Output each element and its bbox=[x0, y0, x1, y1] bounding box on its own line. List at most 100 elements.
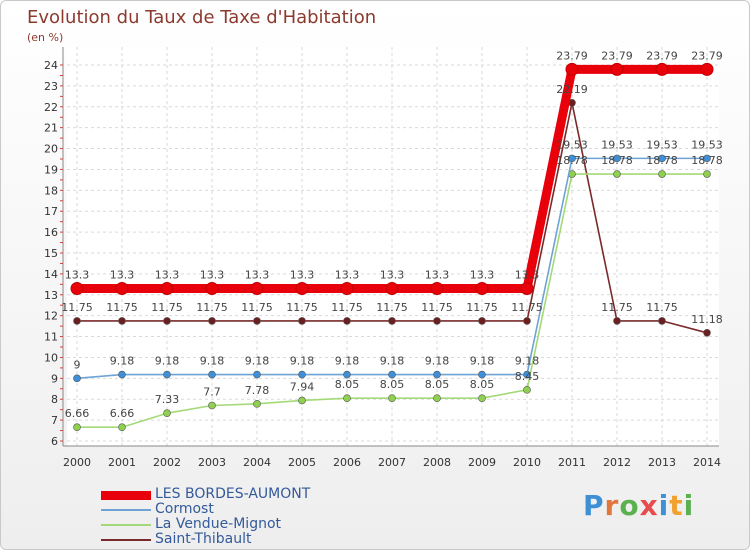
data-label-3: 11.75 bbox=[151, 301, 183, 314]
data-label-3: 11.75 bbox=[241, 301, 273, 314]
series-point-3 bbox=[388, 317, 396, 325]
series-point-0 bbox=[115, 282, 129, 296]
y-tick-label: 23 bbox=[44, 80, 58, 93]
series-point-1 bbox=[658, 154, 666, 163]
data-label-2: 8.05 bbox=[470, 378, 495, 391]
y-tick-label: 13 bbox=[44, 289, 58, 302]
series-point-0 bbox=[430, 282, 444, 296]
series-point-2 bbox=[343, 394, 351, 402]
x-tick-label: 2006 bbox=[333, 456, 361, 469]
data-label-1: 19.53 bbox=[556, 138, 588, 151]
y-tick-label: 11 bbox=[44, 331, 58, 344]
series-point-0 bbox=[565, 62, 579, 76]
y-tick-label: 10 bbox=[44, 351, 58, 364]
data-label-2: 7.94 bbox=[290, 380, 315, 393]
y-tick-label: 17 bbox=[44, 205, 58, 218]
x-tick-label: 2014 bbox=[693, 456, 721, 469]
data-label-3: 22.19 bbox=[556, 83, 588, 96]
data-label-2: 8.05 bbox=[335, 378, 360, 391]
plot-background bbox=[67, 47, 719, 446]
data-label-2: 8.05 bbox=[380, 378, 405, 391]
proxiti-logo: Proxiti bbox=[583, 489, 695, 522]
data-label-2: 6.66 bbox=[110, 407, 135, 420]
series-point-2 bbox=[658, 170, 666, 178]
series-point-3 bbox=[703, 328, 711, 337]
data-label-0: 13.3 bbox=[335, 269, 360, 282]
series-point-2 bbox=[208, 401, 216, 410]
series-point-1 bbox=[568, 154, 576, 163]
legend-label-cormost: Cormost bbox=[155, 501, 214, 517]
data-label-2: 18.78 bbox=[556, 154, 588, 167]
data-label-3: 11.75 bbox=[466, 301, 498, 314]
data-label-0: 13.3 bbox=[380, 269, 405, 282]
y-tick-label: 24 bbox=[44, 59, 58, 72]
series-point-0 bbox=[250, 282, 264, 296]
series-point-1 bbox=[613, 154, 621, 163]
data-label-2: 8.45 bbox=[515, 370, 540, 383]
y-tick-label: 21 bbox=[44, 122, 58, 135]
series-point-3 bbox=[73, 317, 81, 325]
data-label-3: 11.75 bbox=[511, 301, 543, 314]
data-label-3: 11.75 bbox=[601, 301, 633, 314]
series-point-2 bbox=[703, 170, 711, 178]
data-label-2: 18.78 bbox=[646, 154, 678, 167]
series-point-2 bbox=[253, 400, 261, 408]
legend-label-saint-thibault: Saint-Thibault bbox=[155, 531, 252, 547]
legend-swatch-saint-thibault bbox=[101, 539, 151, 541]
data-label-3: 11.75 bbox=[61, 301, 93, 314]
series-point-3 bbox=[343, 317, 351, 325]
y-tick-label: 16 bbox=[44, 226, 58, 239]
data-label-1: 19.53 bbox=[601, 138, 633, 151]
series-point-0 bbox=[385, 282, 399, 296]
series-point-0 bbox=[655, 62, 669, 76]
data-label-3: 11.75 bbox=[286, 301, 318, 314]
series-point-0 bbox=[205, 282, 219, 296]
series-point-3 bbox=[658, 317, 666, 325]
series-point-3 bbox=[118, 317, 126, 325]
series-point-3 bbox=[523, 317, 531, 325]
series-point-0 bbox=[520, 282, 534, 296]
series-point-1 bbox=[118, 370, 126, 379]
legend-label-la-vendue-mignot: La Vendue-Mignot bbox=[155, 516, 282, 532]
data-label-2: 8.05 bbox=[425, 378, 450, 391]
data-label-2: 6.66 bbox=[65, 407, 90, 420]
series-point-0 bbox=[475, 282, 489, 296]
series-point-2 bbox=[118, 423, 126, 432]
x-tick-label: 2011 bbox=[558, 456, 586, 469]
series-point-2 bbox=[73, 423, 81, 432]
x-tick-label: 2000 bbox=[63, 456, 91, 469]
data-label-0: 13.3 bbox=[290, 269, 315, 282]
series-point-1 bbox=[388, 370, 396, 379]
x-tick-label: 2010 bbox=[513, 456, 541, 469]
data-label-1: 9.18 bbox=[245, 355, 270, 368]
x-tick-label: 2007 bbox=[378, 456, 406, 469]
y-axis-unit-label: (en %) bbox=[27, 31, 64, 44]
data-label-0: 13.3 bbox=[155, 269, 180, 282]
data-label-2: 7.78 bbox=[245, 384, 270, 397]
data-label-0: 13.3 bbox=[425, 269, 450, 282]
data-label-1: 9 bbox=[74, 358, 81, 371]
series-point-1 bbox=[343, 370, 351, 379]
data-label-3: 11.75 bbox=[331, 301, 363, 314]
data-label-3: 11.18 bbox=[691, 313, 723, 326]
series-point-2 bbox=[613, 170, 621, 178]
data-label-1: 9.18 bbox=[290, 355, 315, 368]
data-label-1: 9.18 bbox=[335, 355, 360, 368]
data-label-0: 13.3 bbox=[110, 269, 135, 282]
data-label-0: 13.3 bbox=[470, 269, 495, 282]
series-point-2 bbox=[163, 409, 171, 418]
series-point-3 bbox=[163, 317, 171, 325]
series-point-3 bbox=[253, 317, 261, 325]
data-label-1: 9.18 bbox=[515, 355, 540, 368]
data-label-2: 18.78 bbox=[601, 154, 633, 167]
y-tick-label: 15 bbox=[44, 247, 58, 260]
series-point-2 bbox=[523, 386, 531, 394]
series-point-0 bbox=[700, 62, 714, 76]
x-tick-label: 2013 bbox=[648, 456, 676, 469]
series-point-3 bbox=[208, 317, 216, 325]
x-tick-label: 2009 bbox=[468, 456, 496, 469]
y-tick-label: 8 bbox=[51, 393, 58, 406]
data-label-2: 18.78 bbox=[691, 154, 723, 167]
data-label-0: 23.79 bbox=[691, 49, 723, 62]
